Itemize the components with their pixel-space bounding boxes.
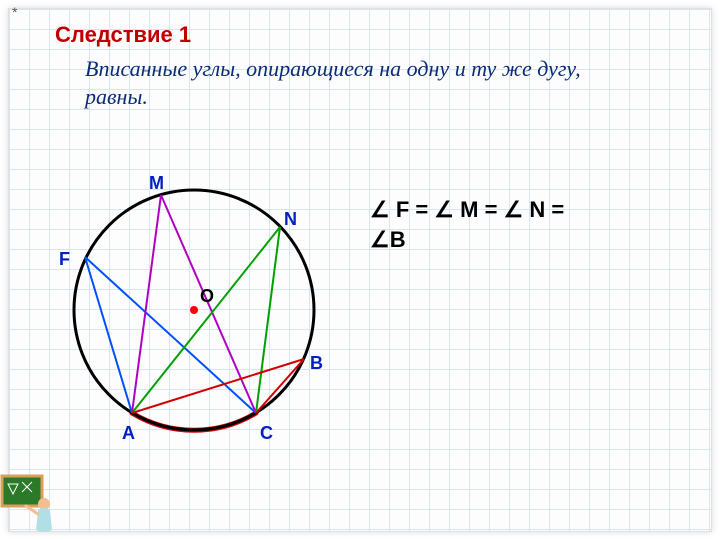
chord-n-c	[256, 227, 280, 413]
geometry-svg	[44, 140, 344, 470]
teacher-icon	[0, 470, 60, 540]
equation-line1: ∠ F = ∠ M = ∠ N =	[370, 195, 690, 225]
point-label-c: C	[260, 423, 273, 444]
point-label-f: F	[59, 249, 70, 270]
theorem-text: Вписанные углы, опирающиеся на одну и ту…	[85, 56, 581, 109]
point-label-a: A	[122, 423, 135, 444]
chalkboard	[2, 476, 42, 506]
asterisk-mark: *	[12, 4, 17, 20]
center-dot	[190, 306, 198, 314]
chord-f-c	[85, 257, 256, 413]
point-label-n: N	[284, 209, 297, 230]
title-text: Следствие 1	[55, 22, 191, 47]
angle-equality: ∠ F = ∠ M = ∠ N = ∠B	[370, 195, 690, 254]
point-label-b: B	[310, 353, 323, 374]
point-label-о: О	[200, 286, 214, 307]
chord-b-a	[132, 359, 304, 413]
point-label-m: M	[149, 173, 164, 194]
teacher-body	[36, 508, 52, 532]
chord-f-a	[85, 257, 132, 413]
theorem-statement: Вписанные углы, опирающиеся на одну и ту…	[85, 55, 645, 110]
equation-line2: ∠B	[370, 225, 690, 255]
circle-diagram: О A C B N M F	[44, 140, 344, 470]
corollary-title: Следствие 1	[55, 22, 191, 48]
